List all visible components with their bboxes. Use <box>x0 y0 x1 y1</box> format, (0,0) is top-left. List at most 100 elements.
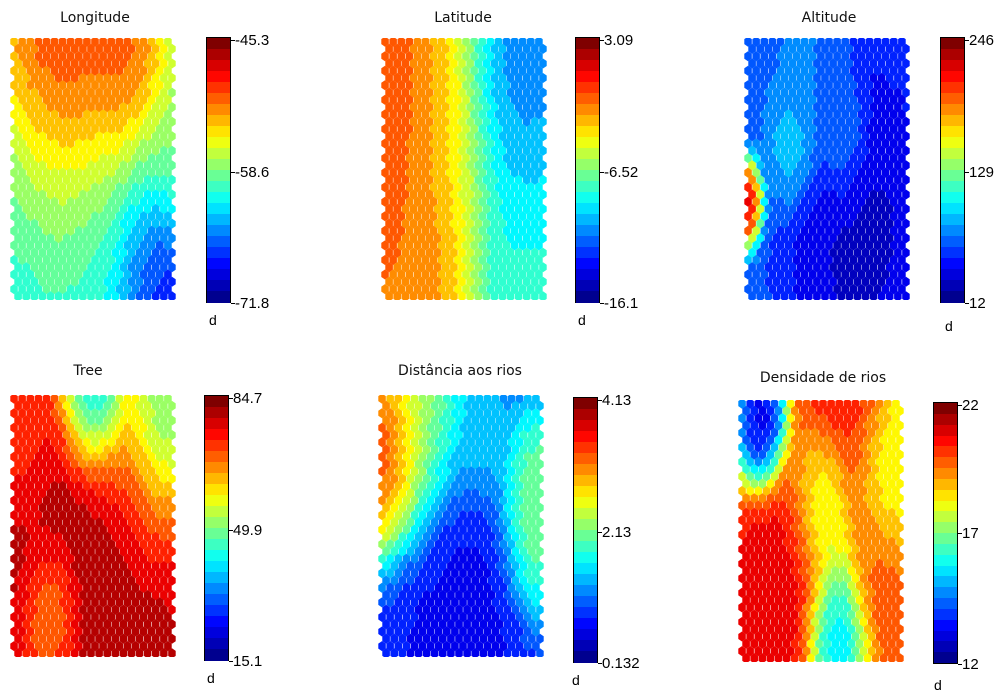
heatmap-cell <box>451 451 459 462</box>
heatmap-cell <box>75 269 83 280</box>
heatmap-cell <box>111 262 120 273</box>
heatmap-cell <box>898 240 906 251</box>
heatmap-cell <box>455 488 463 499</box>
heatmap-cell <box>38 546 47 557</box>
heatmap-cell <box>494 211 503 222</box>
heatmap-cell <box>443 481 451 491</box>
heatmap-cell <box>486 284 495 295</box>
heatmap-cell <box>75 240 83 251</box>
heatmap-cell <box>160 546 168 557</box>
heatmap-cell <box>849 109 858 120</box>
colorbar-segment <box>205 495 228 507</box>
heatmap-cell <box>837 160 845 171</box>
heatmap-cell <box>855 638 864 649</box>
heatmap-cell <box>62 189 71 200</box>
heatmap-cell <box>30 517 39 528</box>
heatmap-cell <box>479 575 488 586</box>
heatmap-cell <box>66 124 75 134</box>
heatmap-cell <box>490 247 499 258</box>
heatmap-cell <box>430 473 439 484</box>
heatmap-cell <box>766 566 775 576</box>
heatmap-cell <box>875 602 884 613</box>
heatmap-cell <box>385 262 393 273</box>
heatmap-cell <box>742 624 750 635</box>
heatmap-cell <box>778 515 787 526</box>
heatmap-cell <box>463 459 471 470</box>
heatmap-cell <box>532 553 540 564</box>
heatmap-cell <box>754 500 762 511</box>
heatmap-cell <box>833 225 841 236</box>
heatmap-cell <box>127 400 136 411</box>
heatmap-cell <box>539 247 547 258</box>
heatmap-cell <box>786 442 795 453</box>
heatmap-cell <box>414 531 423 542</box>
heatmap-cell <box>843 646 852 657</box>
heatmap-cell <box>398 430 407 440</box>
heatmap-cell <box>855 449 864 460</box>
heatmap-cell <box>42 495 51 506</box>
heatmap-cell <box>46 218 55 229</box>
heatmap-cell <box>385 160 393 171</box>
heatmap-cell <box>499 510 508 521</box>
heatmap-cell <box>79 58 87 69</box>
heatmap-cell <box>873 38 882 47</box>
heatmap-cell <box>805 160 813 171</box>
heatmap-cell <box>796 276 805 287</box>
colorbar-segment <box>576 181 599 193</box>
heatmap-cell <box>135 400 144 411</box>
heatmap-cell <box>863 435 872 445</box>
heatmap-cell <box>865 240 874 251</box>
heatmap-cell <box>54 102 63 113</box>
heatmap-cell <box>892 456 900 467</box>
heatmap-cell <box>79 619 87 630</box>
heatmap-cell <box>18 524 26 535</box>
heatmap-cell <box>875 587 884 598</box>
heatmap-cell <box>18 65 26 76</box>
heatmap-cell <box>762 529 771 540</box>
heatmap-cell <box>799 566 807 576</box>
heatmap-cell <box>790 507 799 518</box>
heatmap-cell <box>62 575 71 586</box>
heatmap-cell <box>393 102 401 113</box>
heatmap-cell <box>863 478 872 489</box>
heatmap-cell <box>156 510 164 521</box>
heatmap-cell <box>42 422 51 433</box>
heatmap-cell <box>510 284 519 295</box>
heatmap-cell <box>50 582 59 593</box>
heatmap-cell <box>474 233 482 244</box>
heatmap-cell <box>131 597 140 608</box>
heatmap-cell <box>91 51 99 62</box>
heatmap-cell <box>10 539 18 550</box>
heatmap-cell <box>18 641 26 652</box>
heatmap-cell <box>792 225 801 236</box>
heatmap-cell <box>754 529 762 540</box>
heatmap-cell <box>514 102 523 113</box>
heatmap-cell <box>14 430 22 440</box>
heatmap-cell <box>475 612 483 622</box>
heatmap-cell <box>774 551 783 562</box>
heatmap-cell <box>817 240 825 251</box>
heatmap-cell <box>859 515 868 526</box>
heatmap-cell <box>483 597 492 608</box>
heatmap-cell <box>42 451 51 462</box>
colorbar-segment <box>205 649 228 661</box>
heatmap-cell <box>430 444 439 455</box>
heatmap-cell <box>762 427 771 438</box>
heatmap-cell <box>10 240 18 251</box>
heatmap-cell <box>414 488 423 499</box>
heatmap-cell <box>471 415 479 426</box>
heatmap-cell <box>127 604 136 615</box>
heatmap-cell <box>394 524 402 535</box>
heatmap-cell <box>160 233 168 244</box>
heatmap-cell <box>752 269 760 280</box>
heatmap-cell <box>123 582 132 593</box>
heatmap-cell <box>42 597 51 608</box>
heatmap-cell <box>30 488 39 499</box>
heatmap-cell <box>869 189 878 200</box>
heatmap-cell <box>14 233 22 244</box>
heatmap-cell <box>855 536 864 547</box>
heatmap-cell <box>160 102 168 113</box>
heatmap-cell <box>418 582 427 593</box>
heatmap-cell <box>160 58 168 69</box>
heatmap-cell <box>417 160 426 171</box>
